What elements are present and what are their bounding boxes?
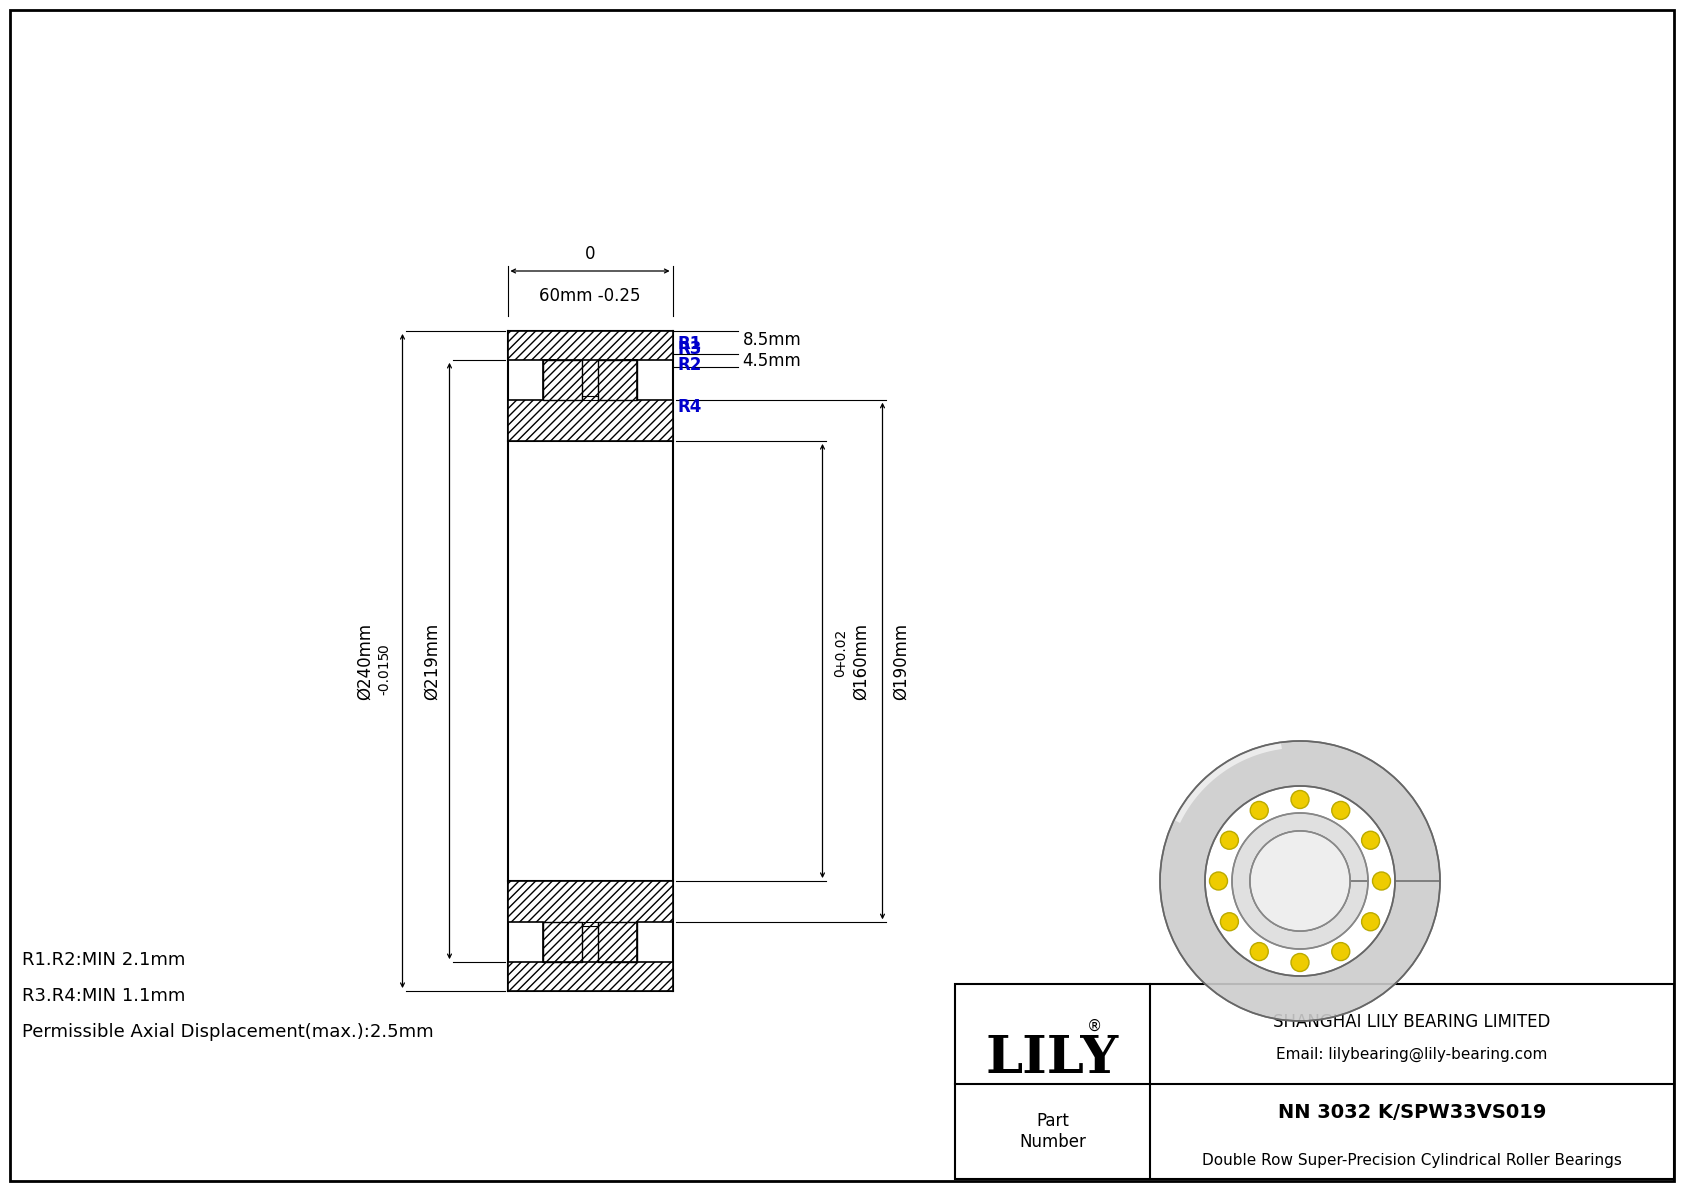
Text: Ø219mm: Ø219mm: [423, 623, 441, 699]
Polygon shape: [1233, 813, 1367, 949]
Bar: [598, 922, 637, 962]
Text: Permissible Axial Displacement(max.):2.5mm: Permissible Axial Displacement(max.):2.5…: [22, 1023, 433, 1041]
Text: NN 3032 K/SPW33VS019: NN 3032 K/SPW33VS019: [1278, 1103, 1546, 1122]
Text: Ø190mm: Ø190mm: [891, 623, 909, 699]
Polygon shape: [507, 939, 672, 991]
Text: 0: 0: [834, 668, 847, 678]
Polygon shape: [557, 384, 623, 395]
Circle shape: [1332, 802, 1351, 819]
Text: Ø240mm: Ø240mm: [355, 623, 374, 699]
Circle shape: [1250, 942, 1268, 961]
Circle shape: [1362, 831, 1379, 849]
Text: -0.015: -0.015: [377, 650, 391, 696]
Circle shape: [1292, 791, 1308, 809]
Text: Ø160mm: Ø160mm: [852, 623, 869, 699]
Bar: [598, 360, 637, 400]
Text: 0: 0: [377, 644, 391, 654]
Text: ®: ®: [1086, 1018, 1101, 1034]
Text: R3.R4:MIN 1.1mm: R3.R4:MIN 1.1mm: [22, 987, 185, 1005]
Text: R1.R2:MIN 2.1mm: R1.R2:MIN 2.1mm: [22, 950, 185, 969]
Circle shape: [1292, 954, 1308, 972]
Text: 60mm -0.25: 60mm -0.25: [539, 287, 640, 305]
Circle shape: [1362, 912, 1379, 930]
Bar: [544, 922, 581, 962]
Polygon shape: [507, 881, 672, 962]
Circle shape: [1372, 872, 1391, 890]
Polygon shape: [1160, 741, 1440, 1021]
Text: R3: R3: [677, 339, 702, 357]
Text: LILY: LILY: [985, 1033, 1120, 1084]
Circle shape: [1250, 802, 1268, 819]
Polygon shape: [507, 360, 672, 441]
Circle shape: [1221, 912, 1238, 930]
Circle shape: [1221, 831, 1238, 849]
Text: R4: R4: [677, 398, 702, 416]
Text: 8.5mm: 8.5mm: [743, 331, 802, 349]
Polygon shape: [557, 927, 623, 939]
Text: Double Row Super-Precision Cylindrical Roller Bearings: Double Row Super-Precision Cylindrical R…: [1202, 1154, 1622, 1168]
Text: 0: 0: [584, 245, 594, 263]
Bar: [955, 984, 1674, 1179]
Text: Email: lilybearing@lily-bearing.com: Email: lilybearing@lily-bearing.com: [1276, 1047, 1548, 1061]
Text: Part
Number: Part Number: [1019, 1112, 1086, 1151]
Bar: [544, 360, 581, 400]
Text: +0.02: +0.02: [834, 628, 847, 671]
Polygon shape: [507, 331, 672, 384]
Circle shape: [1332, 942, 1351, 961]
Polygon shape: [581, 922, 598, 925]
Circle shape: [1209, 872, 1228, 890]
Text: SHANGHAI LILY BEARING LIMITED: SHANGHAI LILY BEARING LIMITED: [1273, 1014, 1551, 1031]
Text: R1: R1: [677, 335, 702, 353]
Circle shape: [1250, 831, 1351, 931]
Text: R2: R2: [677, 356, 702, 374]
Text: 4.5mm: 4.5mm: [743, 351, 802, 369]
Polygon shape: [581, 397, 598, 400]
